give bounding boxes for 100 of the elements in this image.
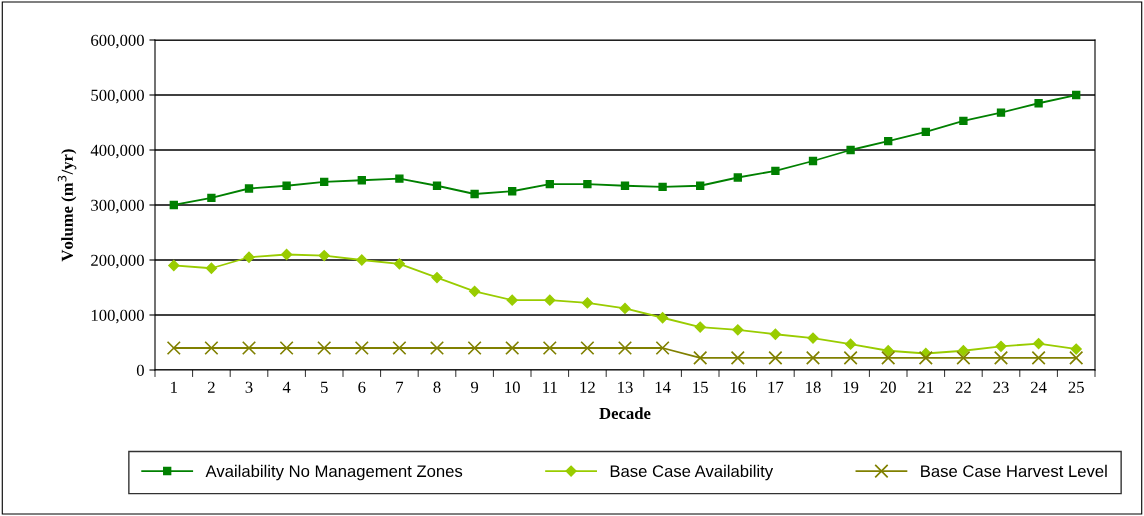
point [882,345,894,357]
y-tick-label: 400,000 [90,144,144,159]
point [169,200,178,210]
point [580,340,595,356]
point [619,302,631,315]
point [395,174,404,183]
y-tick-label: 0 [136,364,144,376]
point [844,338,857,350]
point [544,294,556,306]
point [655,340,670,356]
point [733,173,742,182]
x-tick-label: 5 [321,381,328,393]
x-tick-label: 19 [843,381,859,393]
point [357,176,366,185]
point [805,350,821,365]
x-tick-label: 9 [470,381,479,393]
point [995,340,1007,352]
y-tick-label: 500,000 [91,89,144,104]
point [317,340,332,356]
legend-label: Base Case Harvest Level [921,464,1107,478]
x-tick-label: 16 [730,381,746,393]
point [280,248,293,261]
y-tick-label: 200,000 [91,254,144,269]
point [696,181,705,190]
point [694,321,706,333]
point [843,350,858,365]
point [1069,350,1084,365]
x-tick-label: 1 [171,381,177,393]
point [468,285,481,297]
point [921,127,930,137]
point [581,297,594,309]
x-tick-label: 22 [955,381,971,393]
point [583,179,592,189]
x-tick-label: 18 [806,381,821,393]
point [957,345,970,357]
point [808,156,818,166]
point [505,340,520,356]
x-tick-label: 13 [618,381,633,393]
x-tick-label: 3 [245,381,253,393]
point [956,350,971,365]
point [1031,350,1046,365]
x-axis-title: Decade [599,407,651,420]
point [431,271,443,284]
y-tick-label: 300,000 [91,199,144,214]
x-tick-label: 4 [282,381,291,393]
x-tick-label: 21 [918,381,934,393]
point [205,262,218,274]
point [204,340,219,356]
point [1032,337,1045,350]
x-tick-label: 25 [1068,381,1084,393]
point [881,350,896,365]
point [658,182,667,192]
x-tick-label: 10 [505,381,520,393]
legend-label: Base Case Availability [610,464,774,481]
point [768,350,783,365]
point [392,340,407,356]
point [769,328,782,340]
point [166,340,181,356]
legend-label: Availability No Management Zones [205,464,463,481]
point [470,189,479,199]
point [732,324,744,336]
point [168,259,180,272]
point [656,312,669,324]
point [282,181,291,190]
point [356,254,368,266]
point [1070,343,1082,355]
point [508,187,517,196]
point [320,177,329,187]
point [429,340,445,356]
point [771,166,780,176]
y-tick-label: 100,000 [91,309,144,324]
point [542,340,557,356]
y-axis-title: Volume (m$^{3}$/yr) [57,149,77,262]
x-tick-label: 6 [358,381,366,393]
x-tick-label: 7 [396,381,404,393]
point [279,340,294,356]
x-tick-label: 15 [693,381,708,393]
point [693,350,708,365]
point [1072,90,1081,100]
point [318,249,330,262]
point [243,251,255,263]
point [617,340,633,356]
point [393,258,406,270]
point [354,340,369,356]
x-tick-label: 17 [768,381,784,393]
point [244,184,254,193]
point [993,350,1009,365]
point [884,137,893,146]
x-tick-label: 14 [655,381,671,393]
point [241,340,257,356]
y-tick-label: 600,000 [91,34,144,49]
x-tick-label: 11 [543,381,557,393]
x-tick-label: 12 [580,381,595,393]
point [467,340,482,356]
point [846,145,855,155]
x-tick-label: 8 [433,381,441,393]
point [730,350,745,365]
x-tick-label: 2 [207,381,215,393]
point [620,181,630,190]
point [432,181,442,190]
